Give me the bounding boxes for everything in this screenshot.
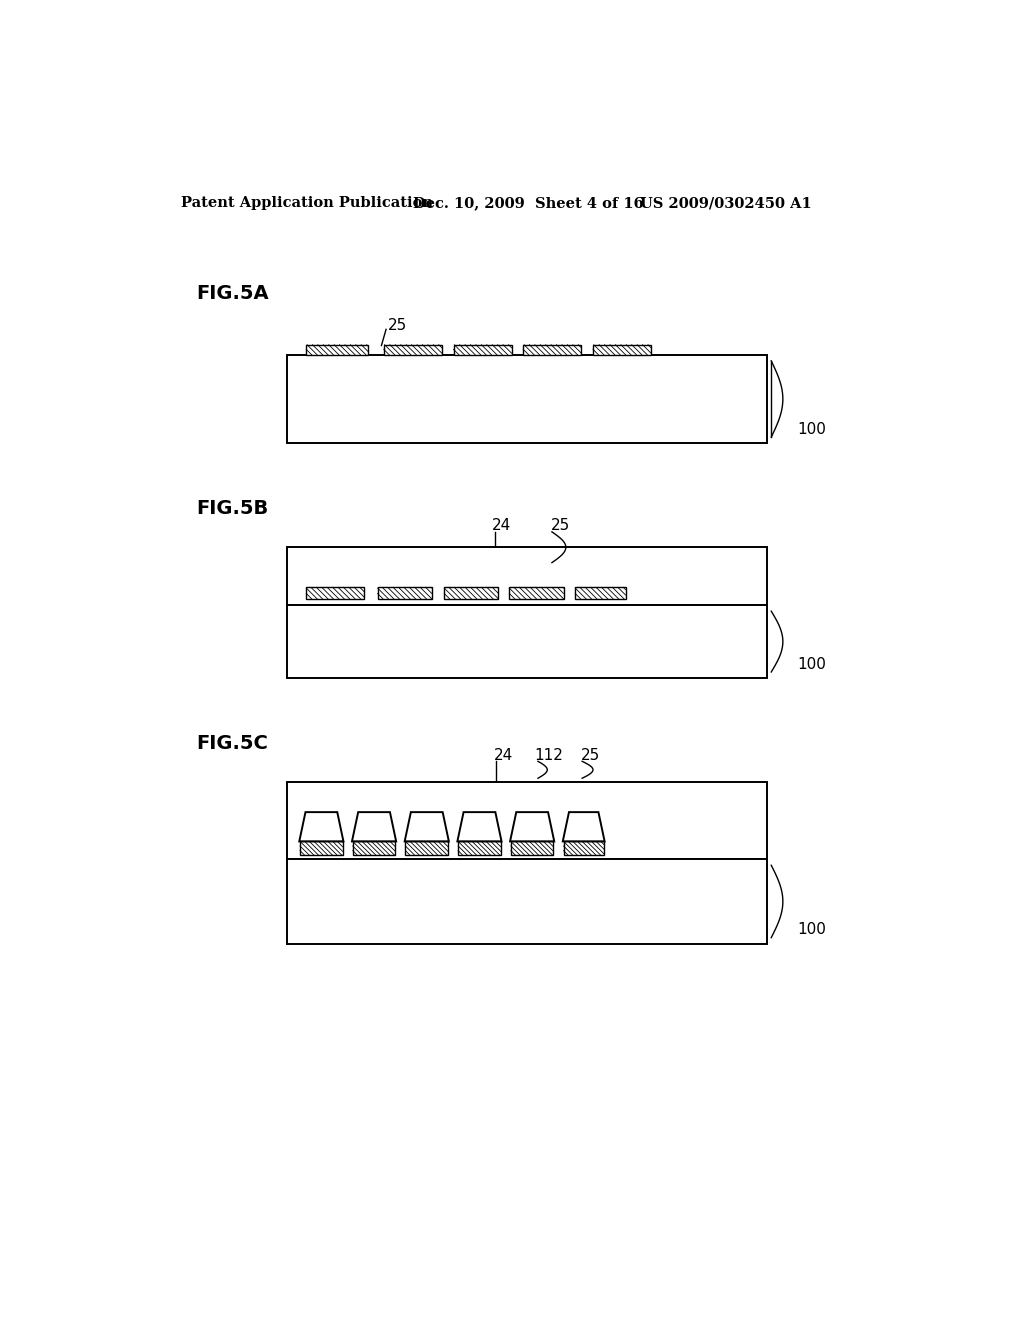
- Bar: [287, 781, 767, 859]
- Bar: [287, 859, 767, 944]
- Text: 25: 25: [388, 318, 407, 333]
- Bar: [511, 841, 554, 855]
- Bar: [509, 587, 563, 599]
- Text: FIG.5C: FIG.5C: [197, 734, 268, 754]
- Bar: [384, 345, 442, 355]
- Text: 24: 24: [493, 519, 512, 533]
- Text: US 2009/0302450 A1: US 2009/0302450 A1: [640, 197, 811, 210]
- Bar: [575, 587, 626, 599]
- Bar: [287, 548, 767, 605]
- Text: Patent Application Publication: Patent Application Publication: [180, 197, 433, 210]
- Text: Dec. 10, 2009  Sheet 4 of 16: Dec. 10, 2009 Sheet 4 of 16: [414, 197, 644, 210]
- Bar: [523, 345, 582, 355]
- Text: 100: 100: [797, 923, 825, 937]
- Bar: [454, 345, 512, 355]
- Bar: [306, 345, 369, 355]
- Bar: [287, 355, 767, 444]
- Bar: [444, 587, 499, 599]
- Text: 112: 112: [535, 747, 563, 763]
- Bar: [563, 841, 604, 855]
- Bar: [406, 841, 449, 855]
- Bar: [378, 587, 432, 599]
- Bar: [458, 841, 501, 855]
- Text: 100: 100: [797, 422, 825, 437]
- Bar: [300, 841, 343, 855]
- Text: FIG.5A: FIG.5A: [197, 284, 269, 302]
- Text: 100: 100: [797, 657, 825, 672]
- Text: FIG.5B: FIG.5B: [197, 499, 268, 519]
- Text: 25: 25: [550, 519, 569, 533]
- Bar: [287, 605, 767, 678]
- Bar: [593, 345, 651, 355]
- Text: 25: 25: [581, 747, 600, 763]
- Text: 24: 24: [494, 747, 513, 763]
- Bar: [306, 587, 365, 599]
- Bar: [352, 841, 395, 855]
